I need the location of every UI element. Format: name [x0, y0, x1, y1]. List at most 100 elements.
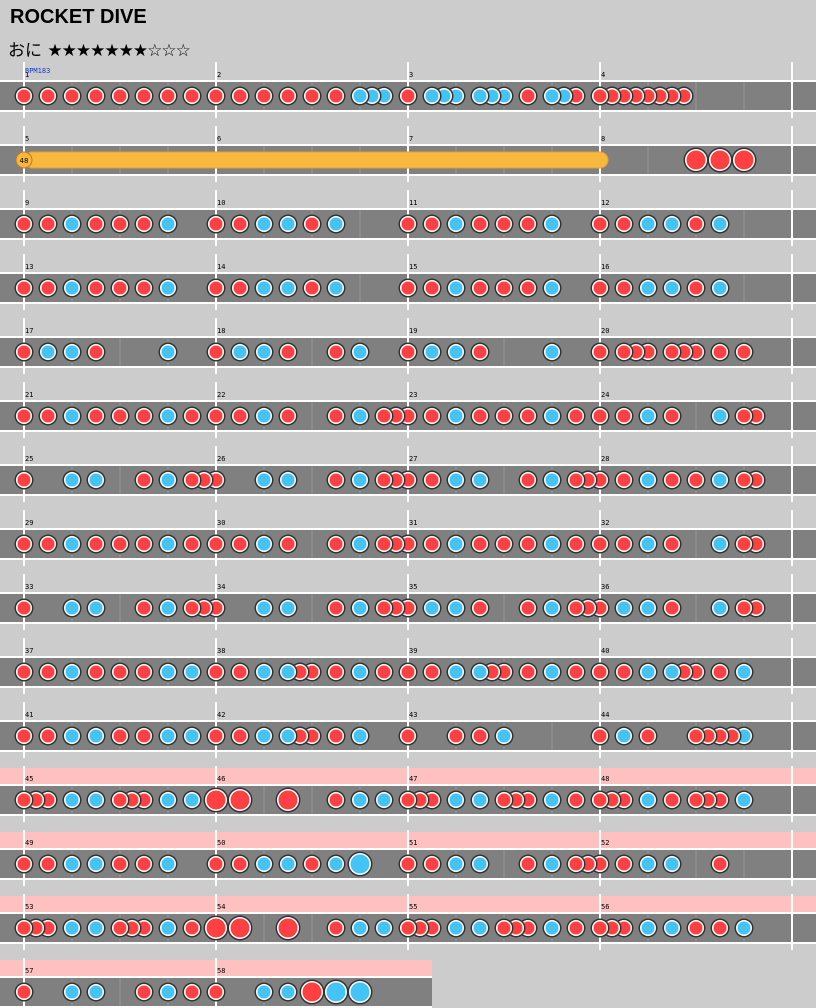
- don-note: [617, 281, 631, 295]
- don-note: [233, 217, 247, 231]
- ka-note: [65, 921, 79, 935]
- ka-note: [161, 537, 175, 551]
- don-note: [281, 409, 295, 423]
- bpm-label: BPM183: [25, 67, 50, 75]
- ka-note: [353, 89, 367, 103]
- don-note: [89, 409, 103, 423]
- ka-note: [65, 729, 79, 743]
- ka-note: [665, 217, 679, 231]
- don-note: [377, 537, 391, 551]
- don-note: [209, 729, 223, 743]
- don-note: [41, 729, 55, 743]
- ka-note: [65, 217, 79, 231]
- ka-note: [377, 793, 391, 807]
- don-note: [281, 345, 295, 359]
- measure-number: 44: [601, 711, 609, 719]
- drumroll-head: [15, 151, 33, 169]
- ka-note: [449, 921, 463, 935]
- ka-note: [281, 473, 295, 487]
- ka-note: [353, 345, 367, 359]
- don-note: [17, 409, 31, 423]
- measure-number: 29: [25, 519, 33, 527]
- ka-note: [641, 793, 655, 807]
- don-note: [593, 345, 607, 359]
- don-note: [401, 345, 415, 359]
- ka-note: [65, 793, 79, 807]
- ka-note: [161, 473, 175, 487]
- measure-number: 14: [217, 263, 225, 271]
- ka-note: [161, 409, 175, 423]
- don-note: [329, 473, 343, 487]
- ka-note: [89, 921, 103, 935]
- ka-note: [545, 345, 559, 359]
- don-note: [209, 985, 223, 999]
- don-note: [401, 217, 415, 231]
- ka-note: [545, 89, 559, 103]
- measure-number: 35: [409, 583, 417, 591]
- ka-note: [545, 217, 559, 231]
- ka-note: [449, 217, 463, 231]
- ka-note: [377, 921, 391, 935]
- ka-note: [473, 473, 487, 487]
- don-note: [209, 89, 223, 103]
- don-note: [569, 409, 583, 423]
- ka-note: [665, 857, 679, 871]
- ka-note: [353, 601, 367, 615]
- don-note: [569, 665, 583, 679]
- don-note: [425, 409, 439, 423]
- ka-note: [65, 857, 79, 871]
- ka-note: [233, 345, 247, 359]
- don-note: [521, 473, 535, 487]
- don-note: [17, 665, 31, 679]
- don-note: [17, 473, 31, 487]
- ka-note: [65, 665, 79, 679]
- big-don-note: [734, 150, 754, 170]
- ka-note: [353, 921, 367, 935]
- don-note: [305, 281, 319, 295]
- ka-note: [449, 857, 463, 871]
- ka-note: [329, 217, 343, 231]
- don-note: [113, 281, 127, 295]
- measure-number: 22: [217, 391, 225, 399]
- don-note: [569, 601, 583, 615]
- don-note: [185, 473, 199, 487]
- ka-note: [617, 601, 631, 615]
- measure-number: 41: [25, 711, 33, 719]
- don-note: [617, 665, 631, 679]
- don-note: [593, 409, 607, 423]
- ka-note: [545, 409, 559, 423]
- ka-note: [641, 217, 655, 231]
- ka-note: [545, 601, 559, 615]
- measure-number: 18: [217, 327, 225, 335]
- ka-note: [665, 665, 679, 679]
- big-don-note: [206, 790, 226, 810]
- don-note: [41, 537, 55, 551]
- don-note: [497, 281, 511, 295]
- don-note: [329, 793, 343, 807]
- don-note: [17, 601, 31, 615]
- ka-note: [257, 601, 271, 615]
- don-note: [521, 89, 535, 103]
- don-note: [17, 281, 31, 295]
- don-note: [401, 281, 415, 295]
- ka-note: [257, 537, 271, 551]
- don-note: [209, 857, 223, 871]
- don-note: [521, 665, 535, 679]
- don-note: [401, 729, 415, 743]
- ka-note: [641, 281, 655, 295]
- don-note: [401, 665, 415, 679]
- ka-note: [329, 857, 343, 871]
- ka-note: [545, 537, 559, 551]
- don-note: [617, 857, 631, 871]
- don-note: [449, 729, 463, 743]
- big-don-note: [302, 982, 322, 1002]
- don-note: [665, 473, 679, 487]
- ka-note: [641, 473, 655, 487]
- ka-note: [161, 793, 175, 807]
- drumroll-bar: [23, 151, 609, 169]
- don-note: [737, 601, 751, 615]
- measure-number: 27: [409, 455, 417, 463]
- ka-note: [257, 473, 271, 487]
- measure-number: 1: [25, 71, 29, 79]
